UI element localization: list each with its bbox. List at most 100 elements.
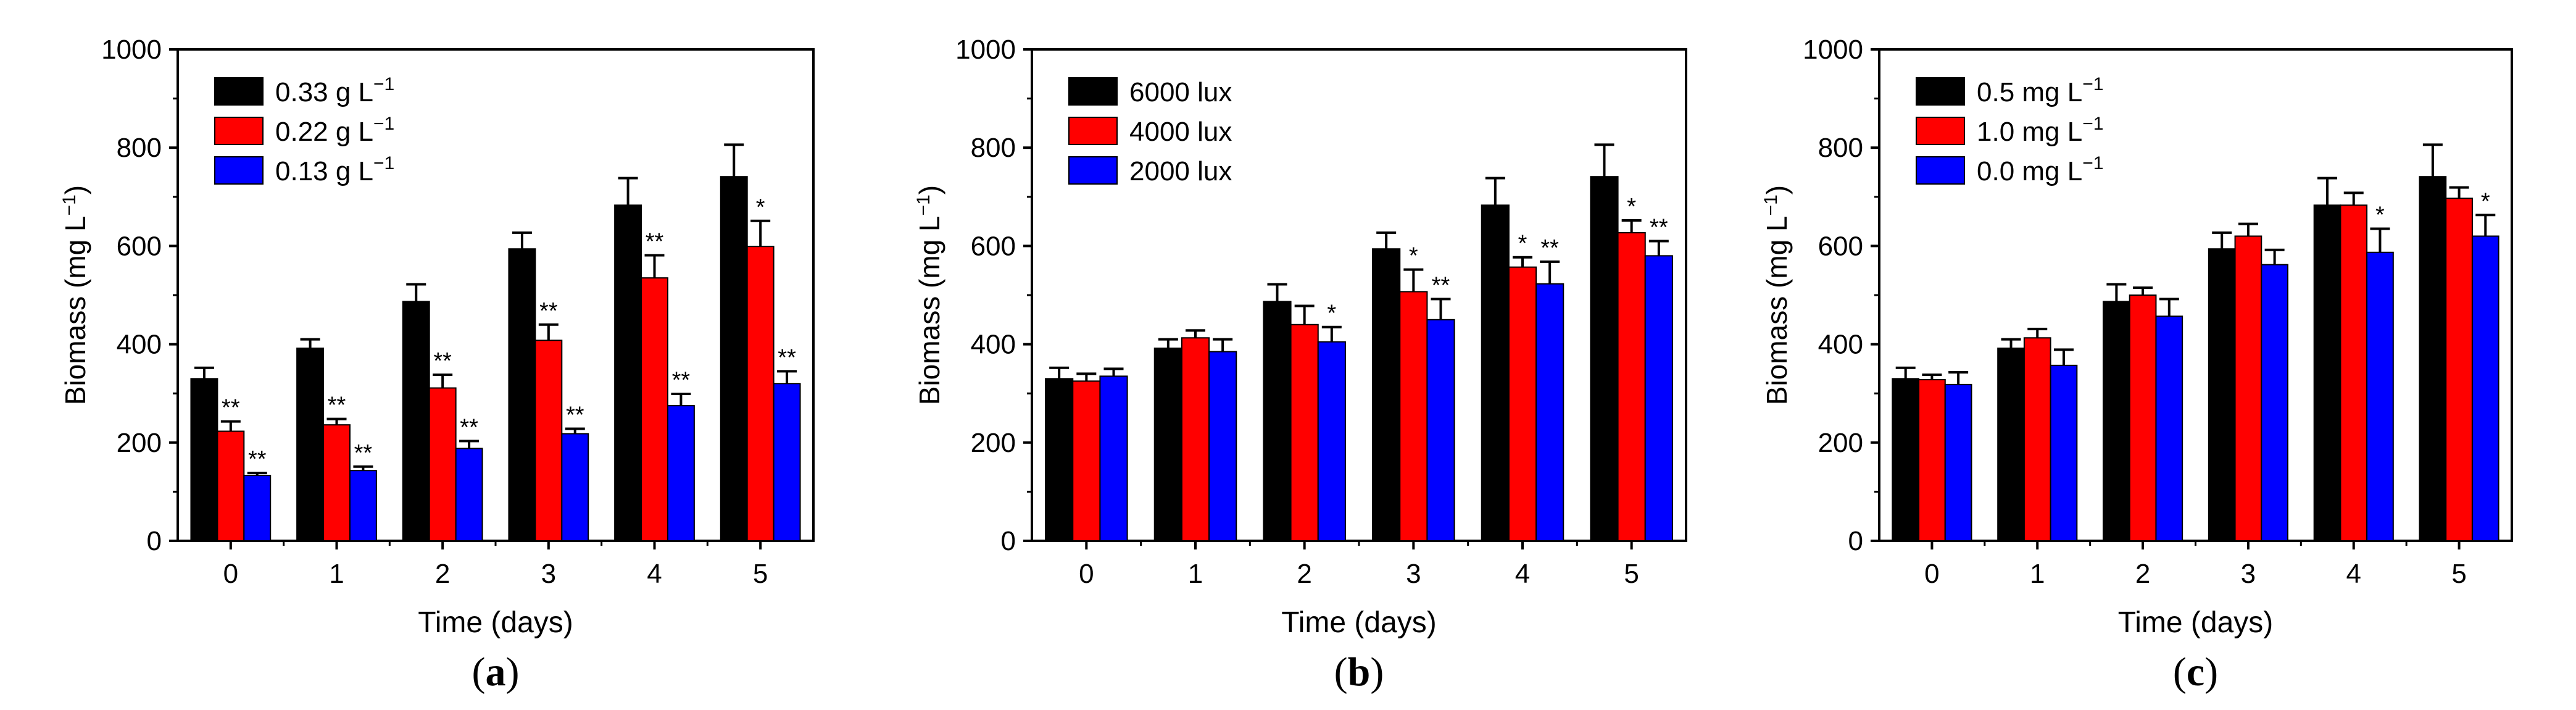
y-tick-label: 400 bbox=[1818, 330, 1863, 360]
legend-swatch bbox=[214, 117, 264, 145]
bar bbox=[1372, 248, 1401, 541]
legend-swatch bbox=[1916, 77, 1965, 106]
significance-label: ** bbox=[1540, 235, 1559, 261]
bar bbox=[746, 246, 775, 541]
bar bbox=[667, 405, 695, 541]
legend-label: 0.5 mg L−1 bbox=[1977, 74, 2103, 107]
bar bbox=[1399, 291, 1428, 541]
x-tick-label: 4 bbox=[1515, 559, 1530, 589]
significance-label: ** bbox=[672, 367, 691, 393]
y-tick-label: 1000 bbox=[1803, 35, 1863, 65]
y-tick-label: 600 bbox=[117, 231, 162, 261]
y-tick-label: 1000 bbox=[955, 35, 1016, 65]
bar bbox=[2208, 248, 2236, 541]
x-tick-label: 1 bbox=[1188, 559, 1203, 589]
legend-label: 0.0 mg L−1 bbox=[1977, 153, 2103, 186]
x-tick-label: 5 bbox=[1624, 559, 1639, 589]
bar bbox=[1944, 383, 1972, 542]
bar bbox=[2023, 337, 2051, 541]
legend-swatch bbox=[1068, 77, 1118, 106]
x-tick-label: 3 bbox=[1406, 559, 1421, 589]
legend-swatch bbox=[1916, 117, 1965, 145]
panel-caption: (a) bbox=[472, 649, 520, 695]
significance-label: ** bbox=[222, 395, 240, 421]
bar bbox=[1099, 375, 1128, 542]
bar bbox=[773, 383, 801, 542]
bar bbox=[1508, 266, 1537, 541]
bar bbox=[534, 340, 563, 541]
y-tick-label: 800 bbox=[117, 133, 162, 163]
bar bbox=[1317, 341, 1346, 541]
bar bbox=[349, 470, 377, 541]
bar bbox=[1535, 283, 1564, 541]
bar bbox=[1208, 351, 1237, 541]
bar bbox=[2340, 204, 2368, 542]
y-tick-label: 600 bbox=[971, 231, 1016, 261]
x-tick-label: 3 bbox=[2241, 559, 2256, 589]
significance-label: ** bbox=[433, 348, 452, 374]
bar bbox=[641, 277, 668, 541]
x-axis-label: Time (days) bbox=[1281, 606, 1437, 639]
bar bbox=[2155, 315, 2183, 542]
y-axis-label: Biomass (mg L−1) bbox=[913, 185, 945, 405]
bar bbox=[2129, 294, 2157, 541]
bar bbox=[402, 301, 430, 541]
x-tick-label: 1 bbox=[2030, 559, 2045, 589]
x-tick-label: 1 bbox=[329, 559, 344, 589]
bar bbox=[1590, 176, 1619, 541]
bar bbox=[1644, 255, 1673, 541]
y-tick-label: 800 bbox=[1818, 133, 1863, 163]
bar bbox=[243, 475, 272, 542]
bar bbox=[2234, 235, 2262, 541]
legend-label: 4000 lux bbox=[1129, 117, 1232, 147]
x-axis-label: Time (days) bbox=[2118, 606, 2274, 639]
bar bbox=[1153, 347, 1182, 542]
legend-swatch bbox=[214, 77, 264, 106]
legend-swatch bbox=[1068, 117, 1118, 145]
bar bbox=[2050, 364, 2078, 541]
bar bbox=[1426, 319, 1455, 541]
significance-label: * bbox=[1518, 231, 1527, 257]
bar bbox=[2366, 251, 2394, 541]
bar bbox=[508, 248, 536, 541]
bar bbox=[614, 204, 642, 542]
x-axis-label: Time (days) bbox=[418, 606, 573, 639]
y-tick-label: 800 bbox=[971, 133, 1016, 163]
bar bbox=[428, 387, 457, 541]
y-tick-label: 0 bbox=[1848, 526, 1863, 556]
bar bbox=[217, 430, 245, 541]
y-tick-label: 400 bbox=[117, 330, 162, 360]
bar bbox=[2471, 235, 2499, 541]
bar bbox=[1892, 378, 1920, 541]
bar bbox=[1918, 378, 1946, 541]
legend-label: 1.0 mg L−1 bbox=[1977, 114, 2103, 147]
x-tick-label: 3 bbox=[541, 559, 556, 589]
bar bbox=[1045, 378, 1074, 541]
legend-label: 6000 lux bbox=[1129, 77, 1232, 107]
chart-panel-a: 0 200 400 600 800 1000 Biomass (mg L−1) 0 ** ** 1 *… bbox=[59, 35, 815, 695]
y-tick-label: 0 bbox=[1001, 526, 1016, 556]
legend-label: 0.13 g L−1 bbox=[275, 153, 394, 186]
significance-label: ** bbox=[328, 393, 346, 419]
x-tick-label: 4 bbox=[2346, 559, 2361, 589]
significance-label: ** bbox=[248, 446, 267, 472]
bar bbox=[2419, 176, 2447, 541]
panel-caption: (c) bbox=[2173, 649, 2218, 695]
bar bbox=[2103, 301, 2130, 541]
x-tick-label: 0 bbox=[223, 559, 238, 589]
y-tick-label: 1000 bbox=[101, 35, 162, 65]
significance-label: * bbox=[2375, 203, 2385, 228]
significance-label: ** bbox=[1650, 214, 1668, 240]
bar bbox=[1263, 301, 1292, 541]
bar bbox=[2313, 204, 2341, 542]
plot-frame bbox=[177, 48, 815, 542]
y-tick-label: 400 bbox=[971, 330, 1016, 360]
significance-label: ** bbox=[1432, 272, 1450, 298]
x-tick-label: 5 bbox=[753, 559, 768, 589]
x-tick-label: 0 bbox=[1079, 559, 1094, 589]
bar bbox=[2261, 264, 2288, 541]
x-tick-label: 2 bbox=[2135, 559, 2150, 589]
significance-label: * bbox=[1409, 243, 1418, 269]
